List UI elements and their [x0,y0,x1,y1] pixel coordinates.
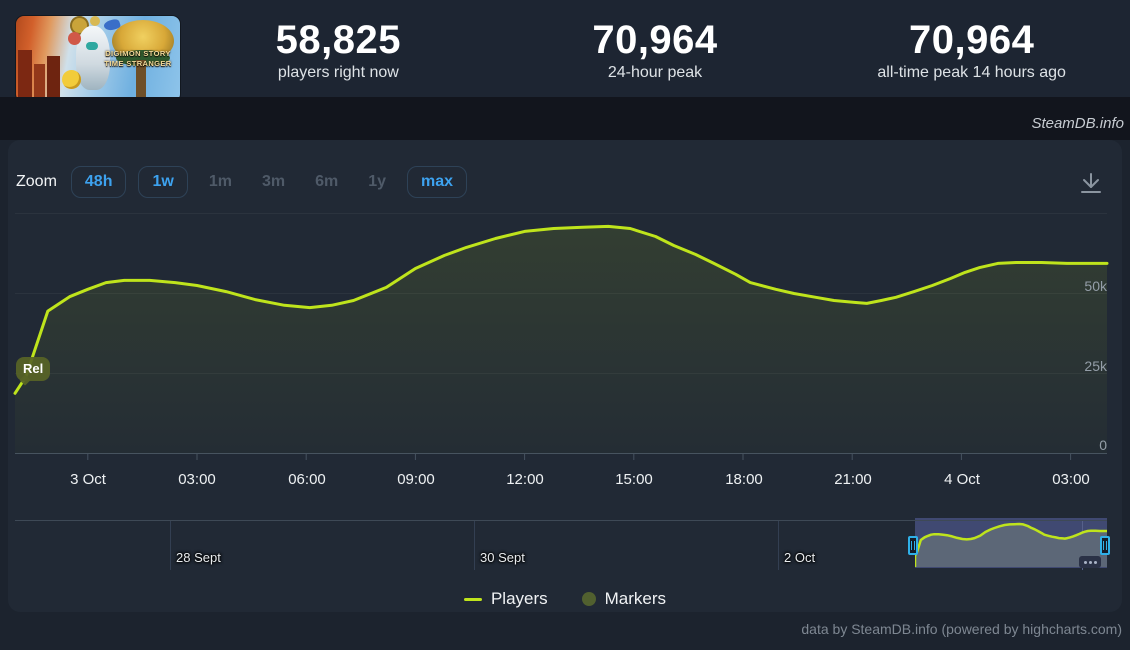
y-tick-label-50k: 50k [1084,278,1107,294]
zoom-button-1m[interactable]: 1m [200,167,241,197]
capsule-art-building [34,64,45,102]
x-tick-label: 03:00 [178,471,216,488]
x-tick-label: 06:00 [288,471,326,488]
x-tick-label: 4 Oct [944,471,980,488]
capsule-art-building [18,50,32,102]
capsule-art-building [47,56,60,102]
dot-icon [1088,560,1092,564]
x-tick-label: 21:00 [834,471,872,488]
zoom-button-3m[interactable]: 3m [253,167,294,197]
peak-24h-value: 70,964 [592,18,718,62]
stat-24h-peak: 70,964 24-hour peak [497,0,814,97]
navigator-label: 28 Sept [176,550,221,565]
download-icon[interactable] [1077,170,1105,198]
zoom-label: Zoom [16,173,57,190]
game-title-line1: DIGIMON STORY [105,49,171,58]
x-tick-label: 03:00 [1052,471,1090,488]
alltime-peak-label: all-time peak 14 hours ago [877,64,1066,81]
capsule-art-digimon [62,70,81,89]
peak-24h-label: 24-hour peak [607,64,703,81]
game-capsule-image[interactable]: DIGIMON STORY TIME STRANGER [16,16,180,102]
capsule-art-tree-shade [116,50,170,66]
capsule-art-character [86,42,98,50]
header: DIGIMON STORY TIME STRANGER 58,825 playe… [0,0,1130,102]
navigator-menu-ellipsis-icon[interactable] [1079,556,1101,568]
y-tick-label-0: 0 [1099,437,1107,453]
dot-icon [1083,560,1087,564]
legend-markers-label: Markers [604,589,667,608]
game-title-line2: TIME STRANGER [104,58,172,68]
x-tick-label: 18:00 [725,471,763,488]
legend-item-markers[interactable]: Markers [581,589,667,609]
capsule-art-tree-trunk [136,60,146,102]
zoom-button-1w[interactable]: 1w [138,166,188,198]
capsule-art-character [68,32,81,45]
zoom-button-48h[interactable]: 48h [70,166,127,198]
dot-icon [1093,560,1097,564]
zoom-toolbar: Zoom 48h 1w 1m 3m 6m 1y max [16,164,468,200]
x-tick-label: 09:00 [397,471,435,488]
watermark-strip: SteamDB.info [0,97,1130,140]
capsule-art-character [76,26,110,90]
markers-circle-swatch-icon [581,592,596,606]
chart-legend: Players Markers [0,589,1130,609]
x-tick-label: 15:00 [615,471,653,488]
y-tick-label-25k: 25k [1084,358,1107,374]
players-now-label: players right now [277,64,399,81]
stat-alltime-peak: 70,964 all-time peak 14 hours ago [813,0,1130,97]
zoom-button-max[interactable]: max [407,166,468,198]
x-tick-label: 3 Oct [70,471,106,488]
chart-credits[interactable]: data by SteamDB.info (powered by highcha… [801,621,1122,637]
players-line-swatch-icon [463,597,482,601]
download-icon-svg [1081,173,1101,193]
capsule-art-gear [90,16,100,26]
handle-grip-icon [1103,541,1107,550]
legend-item-players[interactable]: Players [463,589,548,609]
alltime-peak-value: 70,964 [909,18,1035,62]
navigator-left-handle[interactable] [908,536,918,555]
handle-grip-icon [911,541,915,550]
release-marker-badge[interactable]: Rel [16,357,51,381]
steamdb-watermark: SteamDB.info [1031,115,1124,132]
zoom-button-1y[interactable]: 1y [359,167,395,197]
navigator-label: 2 Oct [784,550,816,565]
legend-players-label: Players [490,589,548,608]
zoom-button-6m[interactable]: 6m [306,167,347,197]
x-tick-label: 12:00 [506,471,544,488]
stats-row: 58,825 players right now 70,964 24-hour … [180,0,1130,97]
navigator-right-handle[interactable] [1100,536,1110,555]
players-now-value: 58,825 [275,18,401,62]
game-title: DIGIMON STORY TIME STRANGER [98,49,178,69]
stat-players-now: 58,825 players right now [180,0,497,97]
navigator-label: 30 Sept [480,550,525,565]
